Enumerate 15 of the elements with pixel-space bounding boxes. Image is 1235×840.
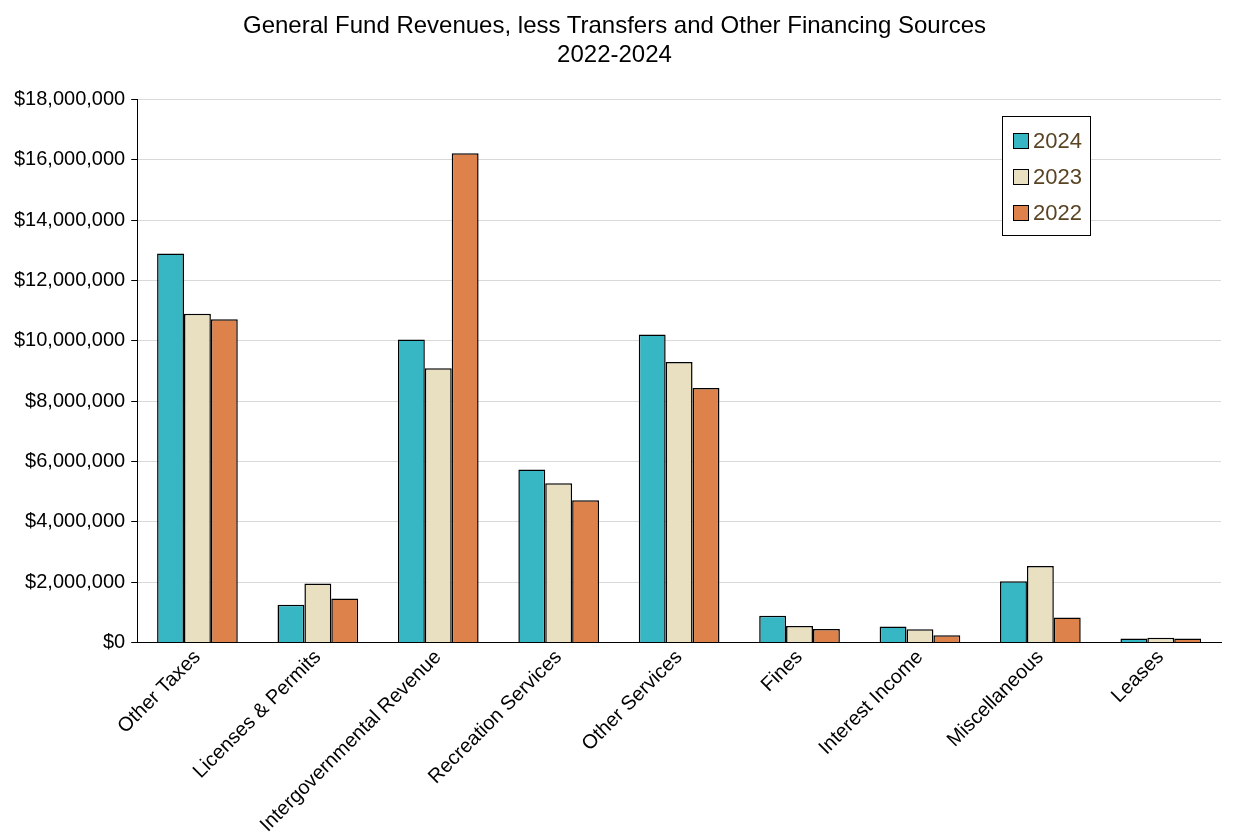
y-tick-label: $14,000,000: [13, 207, 126, 230]
y-tick-label: $16,000,000: [13, 147, 126, 170]
chart-subtitle: 2022-2024: [557, 39, 672, 67]
legend-label: 2022: [1033, 199, 1082, 226]
y-tick-label: $10,000,000: [13, 328, 126, 351]
legend-label: 2023: [1033, 163, 1082, 190]
y-tick-label: $0: [102, 630, 126, 653]
legend-label: 2024: [1033, 127, 1082, 154]
y-tick-label: $12,000,000: [13, 268, 126, 291]
y-tick-label: $18,000,000: [13, 87, 126, 110]
chart-title: General Fund Revenues, less Transfers and Other Financing Sources: [242, 11, 987, 39]
y-tick-label: $8,000,000: [25, 388, 126, 411]
y-tick-label: $2,000,000: [25, 569, 126, 592]
y-tick-label: $4,000,000: [25, 509, 126, 532]
y-tick-label: $6,000,000: [25, 449, 126, 472]
